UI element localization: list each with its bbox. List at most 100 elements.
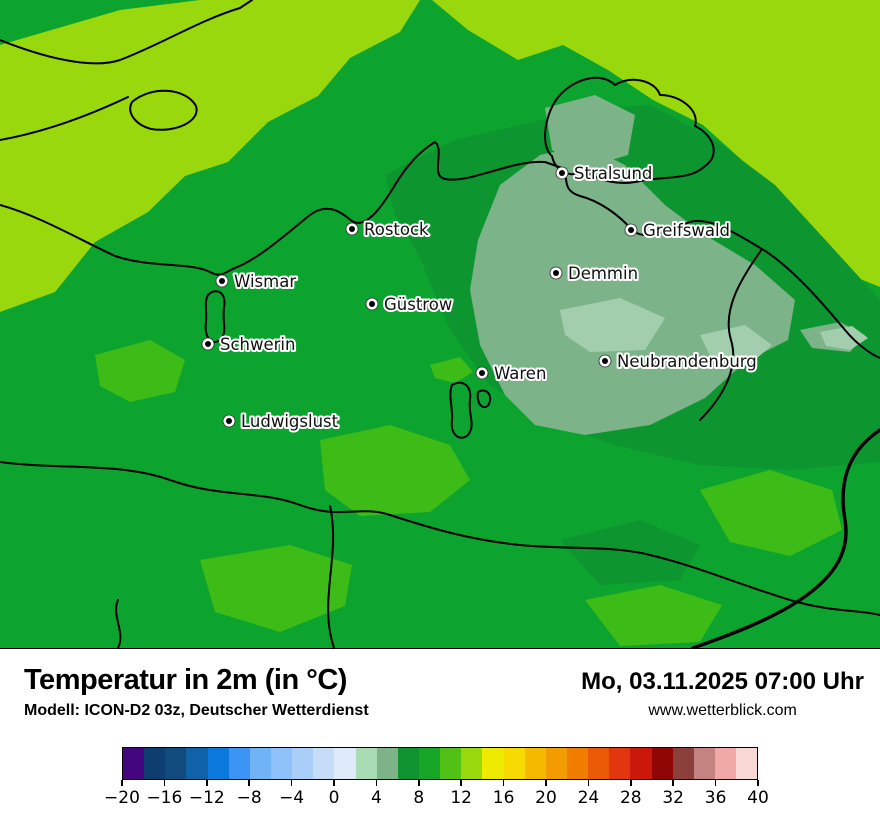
fehmarn-island-outline xyxy=(129,89,198,131)
city-marker-demmin: Demmin xyxy=(549,262,640,285)
land-bright-patch xyxy=(95,340,185,402)
colorbar-tick-label: −20 xyxy=(104,788,140,808)
city-label: Stralsund xyxy=(574,164,652,183)
city-label: Demmin xyxy=(568,264,638,283)
city-label: Rostock xyxy=(364,220,429,239)
colorbar-tick xyxy=(163,780,166,786)
cold-sage-ruegen xyxy=(545,95,635,168)
colorbar-cell-16 xyxy=(503,748,525,779)
colorbar-cell-30 xyxy=(651,748,673,779)
colorbar-tick-label: 8 xyxy=(413,788,425,808)
city-dot xyxy=(553,270,559,276)
colorbar-cell--10 xyxy=(228,748,250,779)
colorbar-tick-label: 24 xyxy=(577,788,600,808)
colorbar-tick xyxy=(545,780,547,786)
colorbar-tick-label: 12 xyxy=(450,788,472,808)
colorbar-tick-label: −12 xyxy=(188,788,225,808)
city-label: Wismar xyxy=(234,272,296,291)
colorbar-cell-12 xyxy=(461,748,483,779)
city-dot xyxy=(226,418,232,424)
river-border-southwest xyxy=(115,599,122,648)
greifswald-bodden-line xyxy=(699,248,763,421)
info-bar: Temperatur in 2m (in °C) Modell: ICON-D2… xyxy=(0,649,880,735)
colorbar-tick xyxy=(206,780,208,786)
city-label: Waren xyxy=(494,364,546,383)
temperature-map: Stralsund Greifswald Rostock Wismar Demmin Gü… xyxy=(0,0,880,649)
city-dot xyxy=(628,227,634,233)
coastline-schleswig xyxy=(0,0,253,65)
city-marker-ludwigslust: Ludwigslust xyxy=(222,410,341,433)
colorbar-tick-label: 40 xyxy=(747,788,769,808)
city-layer: Stralsund Greifswald Rostock Wismar Demmin Gü… xyxy=(201,162,759,433)
city-marker-greifswald: Greifswald xyxy=(624,219,732,242)
colorbar-cell-6 xyxy=(397,748,419,779)
colorbar-tick xyxy=(630,780,632,786)
city-dot xyxy=(602,358,608,364)
colorbar-cell-20 xyxy=(545,748,567,779)
colorbar-cell--8 xyxy=(249,748,271,779)
lake-mueritz-outline xyxy=(449,381,473,439)
colorbar-cell-26 xyxy=(609,748,631,779)
land-bright-patch xyxy=(700,470,842,556)
colorbar-cell--14 xyxy=(186,748,208,779)
page-title: Temperatur in 2m (in °C) xyxy=(24,664,347,696)
colorbar-tick xyxy=(714,780,717,786)
city-label: Schwerin xyxy=(220,335,295,354)
colorbar-tick xyxy=(587,780,590,786)
city-label: Güstrow xyxy=(384,295,452,314)
cold-sage-region xyxy=(470,145,795,435)
sea-warm-region-east xyxy=(432,0,880,287)
colorbar-tick xyxy=(121,780,123,786)
colorbar-cell-24 xyxy=(588,748,610,779)
coldest-patch xyxy=(820,326,868,350)
map-canvas: Stralsund Greifswald Rostock Wismar Demmin Gü… xyxy=(0,0,880,648)
colorbar-cell--18 xyxy=(144,748,166,779)
city-dot xyxy=(205,341,211,347)
valid-time: Mo, 03.11.2025 07:00 Uhr xyxy=(581,668,864,695)
colorbar-cell--20 xyxy=(123,748,145,779)
colorbar-tick xyxy=(290,780,293,786)
colorbar-cell--4 xyxy=(292,748,314,779)
colorbar-cell-28 xyxy=(630,748,652,779)
city-dot xyxy=(369,301,375,307)
colorbar-cell--2 xyxy=(313,748,335,779)
city-marker-stralsund: Stralsund xyxy=(555,162,654,185)
border-branch xyxy=(327,505,335,648)
city-marker-wismar: Wismar xyxy=(215,270,298,293)
land-cool-patch xyxy=(560,520,700,585)
colorbar-tick-label: 32 xyxy=(662,788,684,808)
city-marker-schwerin: Schwerin xyxy=(201,333,297,356)
website-label: www.wetterblick.com xyxy=(648,702,797,719)
title-block: Temperatur in 2m (in °C) Modell: ICON-D2… xyxy=(24,663,369,723)
lake-small-outline xyxy=(476,389,492,409)
colorbar-area: −20 −16 −12 −8 −4 0 4 8 12 16 20 24 28 32 36 40 xyxy=(0,735,880,830)
colorbar-cell-18 xyxy=(524,748,546,779)
ruegen-island-outline xyxy=(544,76,715,184)
city-label: Greifswald xyxy=(643,221,730,240)
city-label: Neubrandenburg xyxy=(617,352,757,371)
state-border-south xyxy=(0,461,880,616)
city-dot xyxy=(479,370,485,376)
colorbar-tick-label: 28 xyxy=(619,788,642,808)
colorbar-cell--16 xyxy=(165,748,187,779)
lake-schwerin-outline xyxy=(204,290,226,343)
coldest-patch xyxy=(560,298,665,352)
colorbar-cell-0 xyxy=(334,748,356,779)
city-marker-neubrandenburg: Neubrandenburg xyxy=(598,350,759,373)
colorbar-tick xyxy=(757,780,759,786)
colorbar-cell-14 xyxy=(482,748,504,779)
city-marker-güstrow: Güstrow xyxy=(365,293,454,316)
colorbar-cell-4 xyxy=(376,748,398,779)
colorbar-tick xyxy=(502,780,505,786)
land-bright-patch xyxy=(200,545,352,632)
colorbar-tick xyxy=(418,780,420,786)
sea-warm-region-west xyxy=(0,0,420,312)
colorbar-cell-2 xyxy=(355,748,377,779)
colorbar-cell-36 xyxy=(714,748,737,779)
coastline-mecklenburg xyxy=(0,141,880,359)
colorbar-tick-label: 0 xyxy=(328,788,340,808)
colorbar-tick-label: 20 xyxy=(535,788,557,808)
colorbar-cell-10 xyxy=(440,748,462,779)
coldest-patch xyxy=(700,325,772,366)
